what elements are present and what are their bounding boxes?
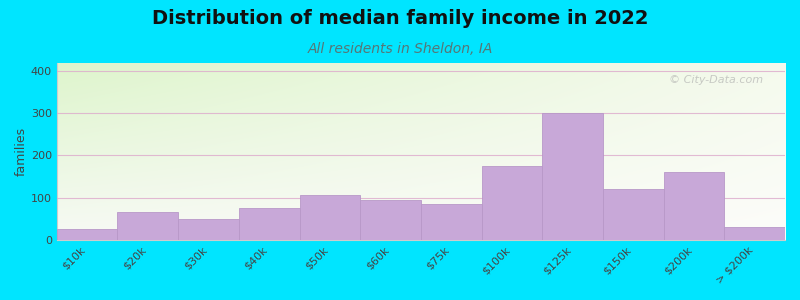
- Text: All residents in Sheldon, IA: All residents in Sheldon, IA: [307, 42, 493, 56]
- Bar: [482, 166, 542, 240]
- Bar: [178, 218, 239, 240]
- Bar: [239, 208, 299, 240]
- Bar: [118, 212, 178, 240]
- Bar: [57, 229, 118, 240]
- Bar: [603, 189, 664, 240]
- Bar: [360, 200, 421, 240]
- Y-axis label: families: families: [15, 127, 28, 176]
- Bar: [664, 172, 724, 240]
- Bar: [542, 113, 603, 240]
- Text: © City-Data.com: © City-Data.com: [669, 75, 763, 85]
- Bar: [724, 227, 785, 240]
- Bar: [299, 195, 360, 240]
- Bar: [421, 204, 482, 240]
- Text: Distribution of median family income in 2022: Distribution of median family income in …: [152, 9, 648, 28]
